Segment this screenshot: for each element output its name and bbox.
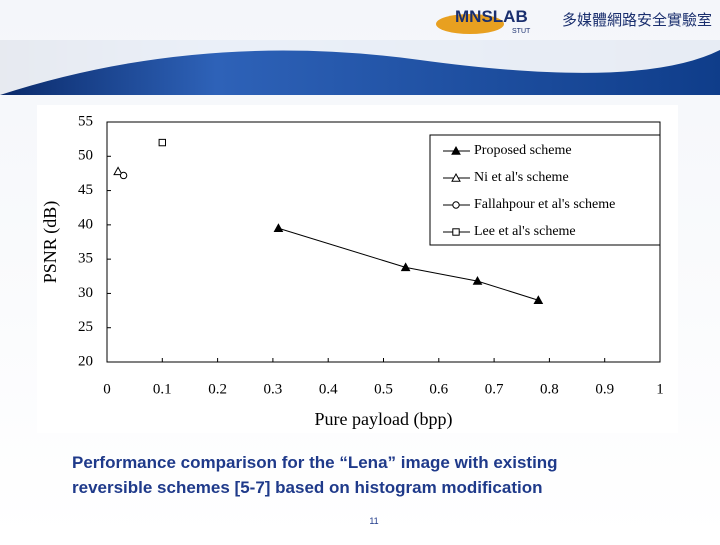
legend-marker — [451, 145, 461, 155]
logo-ellipse — [436, 14, 504, 34]
marker — [113, 166, 123, 176]
chart: 20 25 30 35 40 45 50 55 0 0.1 0.2 0.3 0.4 0.5 0.6 0.7 0.… — [40, 113, 664, 430]
y-tick-label: 45 — [78, 182, 93, 198]
legend-entry: Ni et al's scheme — [474, 170, 569, 185]
x-tick-label: 0.4 — [319, 381, 338, 397]
legend-marker — [452, 201, 460, 209]
legend-entry: Fallahpour et al's scheme — [474, 197, 615, 212]
y-axis-label: PSNR (dB) — [40, 201, 61, 284]
lab-name: 多媒體網路安全實驗室 — [562, 11, 712, 29]
page-number: 11 — [369, 516, 378, 526]
marker — [158, 138, 167, 147]
y-tick-label: 25 — [78, 319, 93, 335]
x-tick-label: 1 — [656, 381, 664, 397]
header-swoosh — [0, 40, 720, 95]
marker — [533, 295, 544, 304]
legend-entry: Lee et al's scheme — [474, 224, 576, 239]
x-tick-label: 0.9 — [595, 381, 614, 397]
legend-marker — [451, 172, 461, 182]
legend-box — [429, 134, 661, 246]
logo-sub: STUT — [512, 28, 531, 35]
marker — [400, 262, 411, 272]
marker — [472, 276, 483, 285]
caption-line: Performance comparison for the “Lena” im… — [72, 453, 558, 472]
x-tick-label: 0.6 — [429, 381, 448, 397]
legend-marker — [452, 228, 460, 236]
x-tick-label: 0 — [103, 381, 111, 397]
y-tick-label: 40 — [78, 216, 93, 232]
y-tick-label: 20 — [78, 353, 93, 369]
x-tick-label: 0.3 — [264, 381, 283, 397]
series-line — [278, 227, 539, 301]
y-tick-label: 50 — [78, 148, 93, 164]
y-tick-label: 55 — [78, 113, 93, 129]
logo: MNSLAB — [455, 7, 528, 26]
legend-entry: Proposed scheme — [474, 143, 572, 158]
x-tick-label: 0.2 — [208, 381, 227, 397]
x-tick-label: 0.1 — [153, 381, 172, 397]
x-tick-label: 0.7 — [485, 381, 504, 397]
marker — [273, 223, 284, 232]
x-tick-label: 0.8 — [540, 381, 559, 397]
x-tick-label: 0.5 — [374, 381, 393, 397]
caption-line: reversible schemes [5-7] based on histog… — [72, 478, 542, 497]
marker — [119, 171, 128, 180]
y-tick-label: 35 — [78, 251, 93, 267]
y-tick-label: 30 — [78, 285, 93, 301]
x-axis-label: Pure payload (bpp) — [315, 409, 453, 430]
